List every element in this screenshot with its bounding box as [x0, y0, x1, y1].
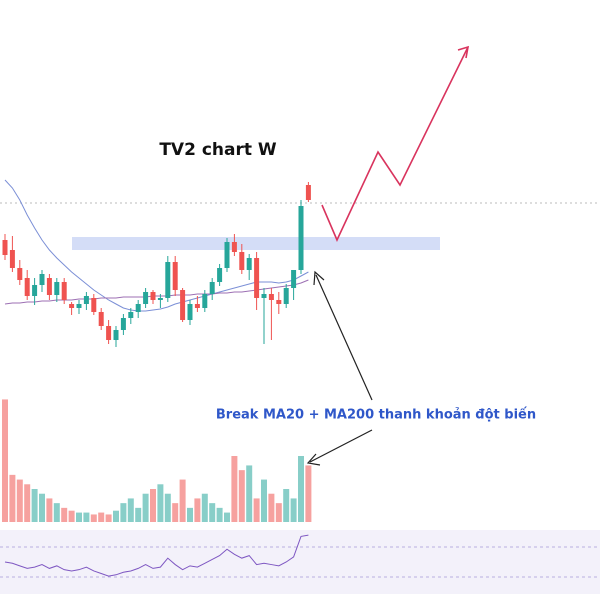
volume-bar: [194, 498, 201, 522]
candle-body: [69, 304, 75, 308]
volume-bar: [142, 493, 149, 522]
candle-body: [202, 294, 208, 308]
volume-bar: [261, 479, 267, 522]
volume-bar: [46, 498, 53, 522]
candle-body: [268, 294, 274, 300]
volume-bar: [2, 399, 8, 522]
candle-body: [209, 282, 215, 294]
volume-bar: [83, 512, 90, 522]
resistance-zone: [72, 237, 440, 250]
volume-bar: [231, 456, 238, 522]
volume-bar: [61, 507, 68, 522]
candle-body: [91, 298, 97, 312]
candle-body: [54, 282, 60, 295]
candle-body: [239, 252, 245, 270]
volume-bar: [157, 484, 164, 522]
rsi-panel: [0, 530, 600, 594]
candle-body: [194, 304, 200, 308]
volume-bar: [16, 479, 23, 522]
volume-bar: [209, 503, 216, 522]
arrowhead: [313, 270, 325, 286]
projection-arrowhead: [457, 45, 470, 59]
candle-body: [135, 304, 141, 312]
volume-bar: [172, 503, 179, 522]
candle-body: [32, 285, 38, 296]
volume-bar: [68, 510, 75, 522]
volume-bar: [201, 493, 208, 522]
candle-body: [9, 250, 15, 268]
volume-bar: [98, 512, 105, 522]
candle-body: [283, 288, 289, 304]
candle-body: [120, 318, 126, 330]
rsi-line: [4, 534, 309, 577]
arrow: [315, 274, 373, 401]
candle-body: [76, 304, 82, 308]
candle-body: [180, 290, 186, 320]
candle-body: [224, 242, 230, 268]
candle-body: [2, 240, 8, 255]
arrow: [309, 429, 373, 463]
candle-body: [98, 312, 104, 326]
volume-bar: [187, 507, 193, 522]
arrowhead: [306, 453, 321, 466]
candle-body: [24, 278, 30, 296]
candle-body: [128, 312, 134, 318]
candle-body: [261, 294, 267, 298]
volume-bar: [164, 493, 171, 522]
volume-bar: [113, 510, 119, 522]
candle-body: [61, 282, 67, 300]
candle-body: [298, 206, 304, 270]
candle-body: [17, 268, 23, 280]
volume-bar: [135, 507, 142, 522]
volume-bar: [290, 498, 297, 522]
volume-bar: [53, 503, 60, 522]
candle-body: [106, 326, 112, 340]
volume-bar: [246, 465, 253, 522]
candle-body: [113, 330, 119, 340]
volume-bar: [224, 512, 230, 522]
chart-title: TV2 chart W: [159, 140, 277, 160]
volume-bar: [216, 507, 223, 522]
volume-bar: [305, 465, 312, 522]
volume-bar: [9, 474, 16, 522]
candle-body: [305, 185, 311, 200]
volume-bar: [268, 493, 275, 522]
candle-body: [157, 298, 163, 300]
volume-bar: [127, 498, 134, 522]
candle-body: [246, 258, 252, 270]
candle-body: [165, 262, 171, 298]
volume-bar: [275, 503, 282, 522]
candle-body: [150, 292, 156, 300]
volume-bar: [76, 512, 82, 522]
candle-body: [276, 300, 282, 304]
candle-body: [172, 262, 178, 290]
volume-bar: [283, 489, 290, 522]
annotation: Break MA20 + MA200 thanh khoản đột biến: [216, 408, 536, 423]
volume-bar: [24, 484, 31, 522]
volume-bar: [150, 489, 156, 522]
volume-bar: [120, 503, 127, 522]
volume-bar: [105, 514, 112, 522]
volume-bar: [39, 493, 45, 522]
volume-bar: [238, 470, 245, 522]
volume-bar: [31, 489, 38, 522]
volume-bar: [179, 479, 186, 522]
candle-body: [187, 304, 193, 320]
volume-bar: [90, 514, 97, 522]
candle-body: [39, 274, 45, 285]
candle-body: [46, 278, 52, 295]
volume-bar: [298, 456, 304, 522]
projection-path: [321, 46, 469, 242]
candle-body: [143, 292, 149, 304]
candle-body: [231, 242, 237, 252]
volume-bar: [253, 498, 260, 522]
candle-body: [217, 268, 223, 282]
candle-body: [83, 296, 89, 304]
candle-body: [291, 270, 297, 288]
candle-body: [254, 258, 260, 298]
